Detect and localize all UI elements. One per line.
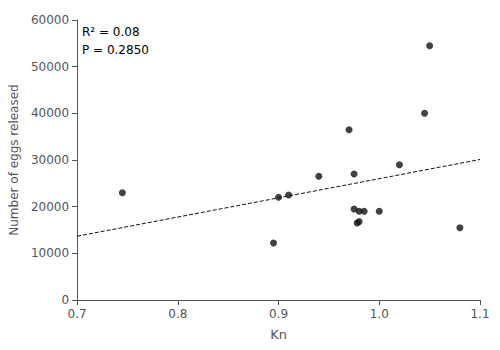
svg-text:0.8: 0.8 <box>168 307 187 321</box>
svg-text:40000: 40000 <box>31 106 69 120</box>
svg-text:30000: 30000 <box>31 153 69 167</box>
svg-text:0.9: 0.9 <box>269 307 288 321</box>
svg-text:0: 0 <box>61 293 69 307</box>
svg-text:1.0: 1.0 <box>370 307 389 321</box>
svg-text:50000: 50000 <box>31 60 69 74</box>
svg-text:Kn: Kn <box>270 327 287 342</box>
svg-text:P = 0.2850: P = 0.2850 <box>82 43 149 57</box>
svg-text:60000: 60000 <box>31 13 69 27</box>
svg-text:Number of eggs released: Number of eggs released <box>7 84 21 235</box>
svg-text:R² = 0.08: R² = 0.08 <box>82 25 140 39</box>
svg-text:10000: 10000 <box>31 246 69 260</box>
svg-text:1.1: 1.1 <box>470 307 489 321</box>
svg-text:20000: 20000 <box>31 200 69 214</box>
svg-text:0.7: 0.7 <box>68 307 87 321</box>
